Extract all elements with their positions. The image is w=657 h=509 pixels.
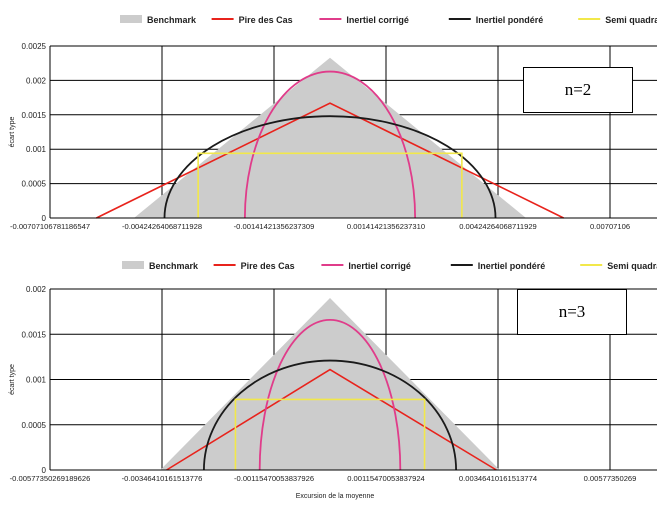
legend-item-inertiel_corrige: Inertiel corrigé: [319, 15, 409, 25]
x-tick-label: -0.00141421356237309: [234, 222, 315, 231]
legend-label-inertiel_corrige: Inertiel corrigé: [348, 261, 411, 271]
legend-label-inertiel_pondere: Inertiel pondéré: [478, 261, 546, 271]
legend-item-inertiel_pondere: Inertiel pondéré: [450, 261, 546, 271]
series-inertiel_pondere: [203, 359, 457, 471]
chart-panel-n2: Benchmark Pire des Cas Inertiel corrigé Ine…: [0, 0, 657, 252]
series-inertiel_pondere: [163, 115, 497, 219]
y-tick-label: 0.001: [26, 376, 47, 385]
legend-item-semi_quadratique: Semi quadratique: [578, 15, 657, 25]
legend-label-benchmark: Benchmark: [149, 261, 199, 271]
legend-label-inertiel_corrige: Inertiel corrigé: [346, 15, 409, 25]
legend-label-inertiel_pondere: Inertiel pondéré: [476, 15, 544, 25]
y-tick-label: 0: [42, 466, 47, 475]
y-tick-label: 0.001: [26, 145, 47, 154]
y-tick-label: 0.002: [26, 76, 47, 85]
legend-label-benchmark: Benchmark: [147, 15, 197, 25]
legend-label-pire_des_cas: Pire des Cas: [239, 15, 293, 25]
x-tick-label: -0.00707106781186547: [10, 222, 90, 231]
legend-swatch-benchmark: [122, 261, 144, 269]
x-tick-label: -0.00577350269189626: [10, 474, 91, 483]
y-tick-label: 0.0025: [22, 42, 47, 51]
series-benchmark: [133, 57, 527, 218]
legend-item-semi_quadratique: Semi quadratique: [580, 261, 657, 271]
x-axis-label: Excursion de la moyenne: [296, 493, 375, 500]
x-tick-label: 0.00424264068711929: [459, 222, 537, 231]
legend-swatch-benchmark: [120, 15, 142, 23]
x-tick-label: 0.00577350269: [584, 474, 637, 483]
annotation-n3: n=3: [517, 289, 627, 335]
series-inertiel_corrige: [243, 70, 417, 219]
x-tick-label: -0.00115470053837926: [234, 474, 314, 483]
legend-item-pire_des_cas: Pire des Cas: [213, 261, 295, 271]
y-tick-label: 0.0015: [22, 330, 47, 339]
y-tick-label: 0.002: [26, 285, 47, 294]
chart-n2: Benchmark Pire des Cas Inertiel corrigé Ine…: [9, 15, 657, 231]
legend-label-pire_des_cas: Pire des Cas: [241, 261, 295, 271]
y-tick-label: 0.0015: [22, 111, 47, 120]
legend-label-semi_quadratique: Semi quadratique: [605, 15, 657, 25]
x-tick-label: 0.00346410161513774: [459, 474, 537, 483]
legend-item-inertiel_pondere: Inertiel pondéré: [448, 15, 544, 25]
x-tick-label: -0.00424264068711928: [122, 222, 202, 231]
legend-label-semi_quadratique: Semi quadratique: [607, 261, 657, 271]
y-axis-label: écart type: [9, 117, 16, 148]
series-benchmark: [160, 298, 500, 470]
series-semi_quadratique: [197, 152, 463, 218]
legend-item-benchmark: Benchmark: [120, 15, 197, 25]
series-pire_des_cas: [166, 368, 497, 471]
legend-item-benchmark: Benchmark: [122, 261, 199, 271]
legend-item-pire_des_cas: Pire des Cas: [211, 15, 293, 25]
y-tick-label: 0.0005: [22, 421, 47, 430]
chart-panel-n3: Benchmark Pire des Cas Inertiel corrigé Ine…: [0, 252, 657, 504]
y-axis-label: écart type: [9, 364, 16, 395]
y-tick-label: 0: [42, 214, 47, 223]
series-pire_des_cas: [96, 102, 564, 219]
series-semi_quadratique: [234, 398, 426, 470]
legend-item-inertiel_corrige: Inertiel corrigé: [321, 261, 411, 271]
x-tick-label: 0.00115470053837924: [347, 474, 425, 483]
x-tick-label: 0.00141421356237310: [347, 222, 425, 231]
chart-n3: Benchmark Pire des Cas Inertiel corrigé Ine…: [9, 261, 657, 500]
x-tick-label: 0.00707106: [590, 222, 630, 231]
annotation-n2: n=2: [523, 67, 633, 113]
x-tick-label: -0.00346410161513776: [122, 474, 203, 483]
y-tick-label: 0.0005: [22, 180, 47, 189]
series-inertiel_corrige: [258, 319, 402, 471]
